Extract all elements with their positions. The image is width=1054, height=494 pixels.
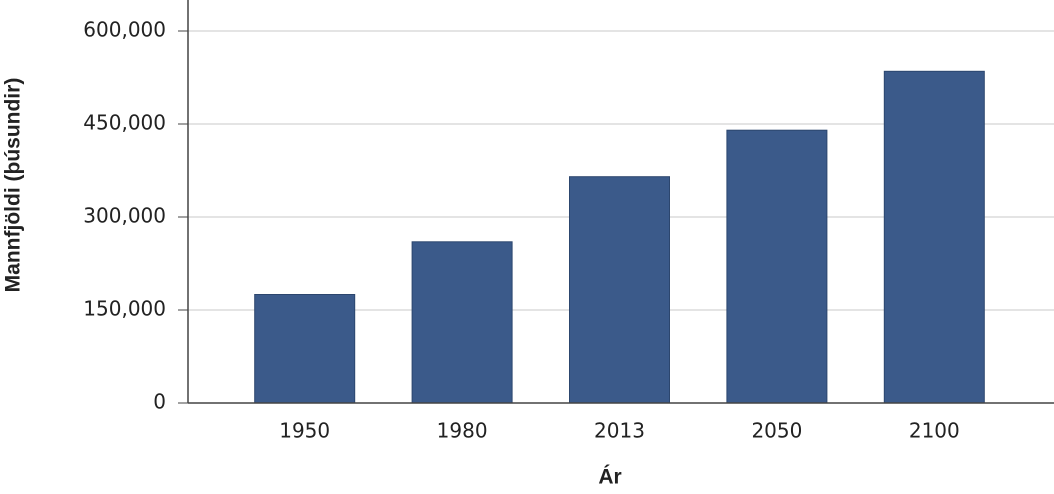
bar <box>726 129 828 404</box>
x-axis-title: Ár <box>598 466 621 489</box>
y-tick-label: 300,000 <box>83 204 166 228</box>
y-tick-label: 600,000 <box>83 18 166 42</box>
x-tick-label: 1950 <box>279 419 330 443</box>
bar <box>883 70 985 404</box>
x-tick-label: 2100 <box>909 419 960 443</box>
bar <box>569 176 670 404</box>
y-tick-label: 150,000 <box>83 297 166 321</box>
x-tick-label: 2013 <box>594 419 645 443</box>
x-tick-label: 2050 <box>751 419 802 443</box>
bar <box>411 241 513 404</box>
y-tick-label: 0 <box>153 390 166 414</box>
x-tick-label: 1980 <box>437 419 488 443</box>
y-axis-title: Mannfjöldi (þúsundir) <box>2 78 25 293</box>
y-tick-label: 450,000 <box>83 111 166 135</box>
bar <box>254 294 356 404</box>
